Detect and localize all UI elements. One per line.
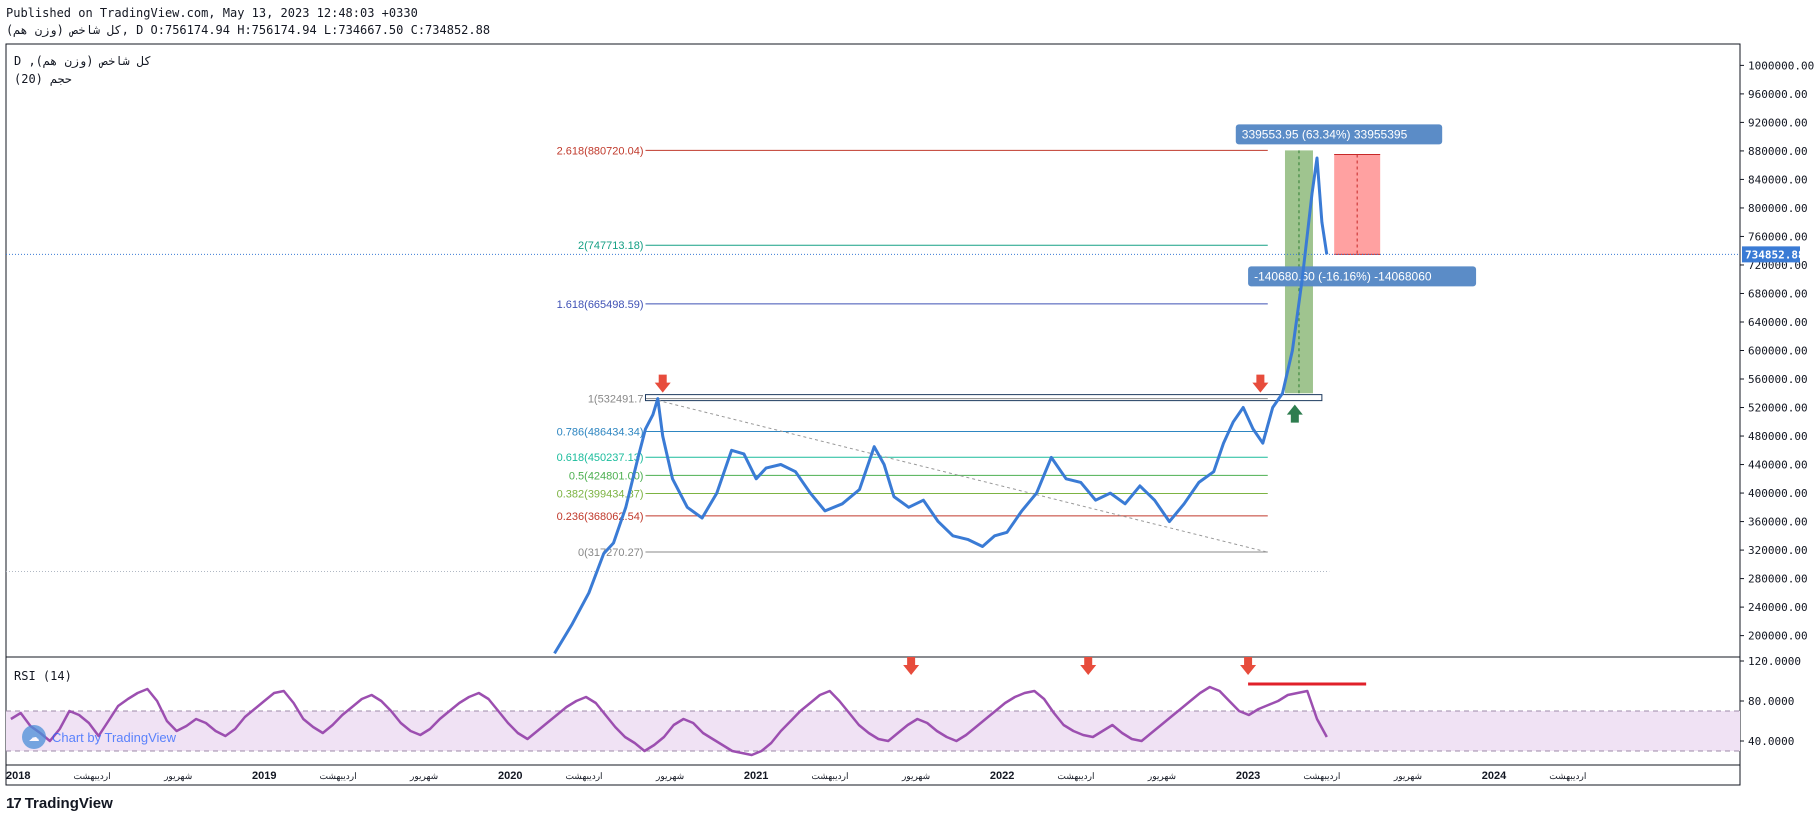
price-tick-label: 560000.00: [1748, 373, 1808, 386]
price-series-line: [553, 156, 1329, 655]
price-tick-label: 800000.00: [1748, 202, 1808, 215]
fib-level-label: 0.5(424801.00): [569, 470, 644, 482]
descending-trendline: [657, 399, 1268, 553]
short-measure-label: -140680.60 (-16.16%) -14068060: [1254, 269, 1432, 283]
long-measure-label-bg: [1235, 124, 1443, 145]
symbol-legend[interactable]: D ,(وزن هم) کل شاخص: [14, 54, 152, 68]
price-tick-label: 440000.00: [1748, 459, 1808, 472]
last-price-label: 734852.88: [1745, 248, 1805, 261]
price-tick-label: 880000.00: [1748, 145, 1808, 158]
ohlc-readout: (وزن هم) کل شاخص, D O:756174.94 H:756174…: [6, 23, 491, 37]
month-tick-label: شهریور: [901, 771, 930, 782]
price-tick-label: 320000.00: [1748, 544, 1808, 557]
rsi-series-line: [10, 685, 1328, 757]
fib-level-label: 1.618(665498.59): [557, 299, 644, 311]
month-tick-label: اردیبهشت: [1303, 771, 1340, 782]
price-tick-label: 680000.00: [1748, 287, 1808, 300]
fib-level-label: 0(317270.27): [578, 547, 643, 559]
fib-level-label: 0.786(486434.34): [557, 426, 644, 438]
tradingview-watermark[interactable]: ☁ Chart by TradingView: [22, 725, 176, 749]
rsi-band: [6, 711, 1740, 751]
tv-logo-icon: 17: [6, 795, 22, 812]
price-tick-label: 400000.00: [1748, 487, 1808, 500]
price-tick-label: 360000.00: [1748, 516, 1808, 529]
fib-level-label: 2.618(880720.04): [557, 145, 644, 157]
rsi-arrow-down-icon: [1080, 657, 1097, 675]
year-tick-label: 2023: [1236, 770, 1260, 782]
tradingview-logo[interactable]: 17 TradingView: [6, 795, 113, 812]
price-tick-label: 1000000.00: [1748, 59, 1814, 72]
resistance-arrow-down-icon: [1252, 374, 1269, 393]
price-tick-label: 200000.00: [1748, 630, 1808, 643]
year-tick-label: 2022: [990, 770, 1014, 782]
price-tick-label: 960000.00: [1748, 88, 1808, 101]
rsi-tick-label: 80.0000: [1748, 695, 1794, 708]
fib-level-label: 0.382(399434.87): [557, 488, 644, 500]
year-tick-label: 2024: [1482, 770, 1507, 782]
watermark-text: Chart by TradingView: [52, 729, 177, 745]
year-tick-label: 2020: [498, 770, 522, 782]
month-tick-label: اردیبهشت: [811, 771, 848, 782]
month-tick-label: شهریور: [1393, 771, 1422, 782]
rsi-arrow-down-icon: [903, 657, 920, 675]
price-tick-label: 840000.00: [1748, 173, 1808, 186]
month-tick-label: اردیبهشت: [319, 771, 356, 782]
rsi-tick-label: 120.0000: [1748, 655, 1801, 668]
long-measure-label: 339553.95 (63.34%) 33955395: [1242, 127, 1408, 141]
short-measure-label-bg: [1248, 266, 1477, 287]
price-tick-label: 240000.00: [1748, 601, 1808, 614]
rsi-tick-label: 40.0000: [1748, 735, 1794, 748]
price-tick-label: 520000.00: [1748, 402, 1808, 415]
price-tick-label: 920000.00: [1748, 116, 1808, 129]
price-tick-label: 480000.00: [1748, 430, 1808, 443]
fib-level-label: 0.236(368062.54): [557, 511, 644, 523]
month-tick-label: شهریور: [655, 771, 684, 782]
last-price-bg: [1742, 246, 1800, 263]
brand-name: TradingView: [24, 795, 113, 812]
resistance-arrow-down-icon: [654, 374, 671, 393]
volume-legend[interactable]: (20) حجم: [14, 72, 72, 86]
month-tick-label: اردیبهشت: [1549, 771, 1586, 782]
month-tick-label: شهریور: [1147, 771, 1176, 782]
plot-frame: [5, 43, 1741, 766]
year-tick-label: 2021: [744, 770, 768, 782]
month-tick-label: اردیبهشت: [1057, 771, 1094, 782]
cloud-icon: ☁: [22, 725, 46, 749]
rsi-legend[interactable]: RSI (14): [14, 669, 72, 683]
month-tick-label: اردیبهشت: [74, 771, 111, 782]
price-tick-label: 280000.00: [1748, 573, 1808, 586]
price-tick-label: 600000.00: [1748, 345, 1808, 358]
breakout-arrow-up-icon: [1286, 404, 1303, 423]
rsi-arrow-down-icon: [1240, 657, 1257, 675]
price-tick-label: 760000.00: [1748, 230, 1808, 243]
published-header: Published on TradingView.com, May 13, 20…: [6, 6, 418, 20]
month-tick-label: اردیبهشت: [565, 771, 602, 782]
year-tick-label: 2019: [252, 770, 276, 782]
month-tick-label: شهریور: [163, 771, 192, 782]
price-tick-label: 640000.00: [1748, 316, 1808, 329]
month-tick-label: شهریور: [409, 771, 438, 782]
time-axis-frame: [5, 764, 1741, 786]
year-tick-label: 2018: [6, 770, 30, 782]
fib-level-label: 2(747713.18): [578, 240, 643, 252]
fib-level-label: 1(532491.7: [588, 394, 644, 406]
fib-1-box: [644, 394, 1323, 402]
fib-level-label: 0.618(450237.13): [557, 452, 644, 464]
